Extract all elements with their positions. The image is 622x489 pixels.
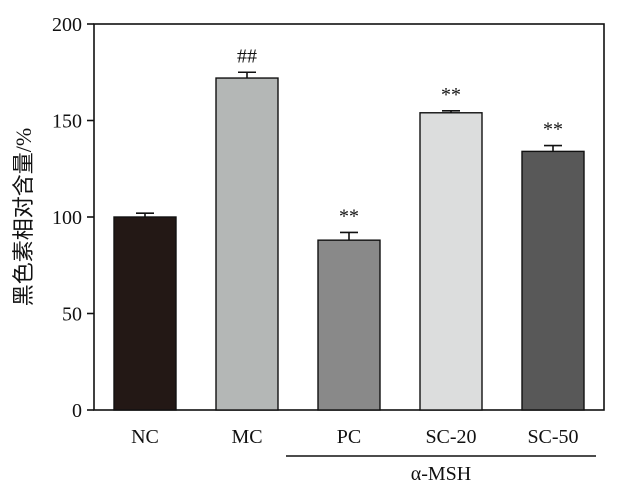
- x-tick-label: SC-50: [527, 426, 578, 448]
- x-tick-label: MC: [231, 426, 262, 448]
- x-tick-label: SC-20: [425, 426, 476, 448]
- y-tick-label: 50: [62, 304, 82, 326]
- y-tick-label: 200: [52, 14, 82, 36]
- chart-labels: 0 50 100 150 200 黑色素相对含量/% NC ## MC ** PC ** SC-20 **…: [11, 14, 579, 485]
- bar-sc-20: [419, 112, 483, 411]
- bar-mc: [215, 77, 279, 411]
- significance-marker: ##: [237, 45, 257, 67]
- bar-pc: [317, 239, 381, 411]
- significance-marker: **: [543, 119, 563, 141]
- bar-nc: [113, 216, 177, 411]
- group-label: α-MSH: [411, 463, 472, 485]
- significance-marker: **: [441, 84, 461, 106]
- y-tick-label: 150: [52, 111, 82, 133]
- y-tick-label: 0: [72, 400, 82, 422]
- x-tick-label: PC: [337, 426, 361, 448]
- y-tick-label: 100: [52, 207, 82, 229]
- y-axis-label: 黑色素相对含量/%: [11, 128, 36, 306]
- x-tick-label: NC: [131, 426, 159, 448]
- chart-bars: [113, 71, 585, 411]
- significance-marker: **: [339, 205, 359, 227]
- bar-sc-50: [521, 150, 585, 411]
